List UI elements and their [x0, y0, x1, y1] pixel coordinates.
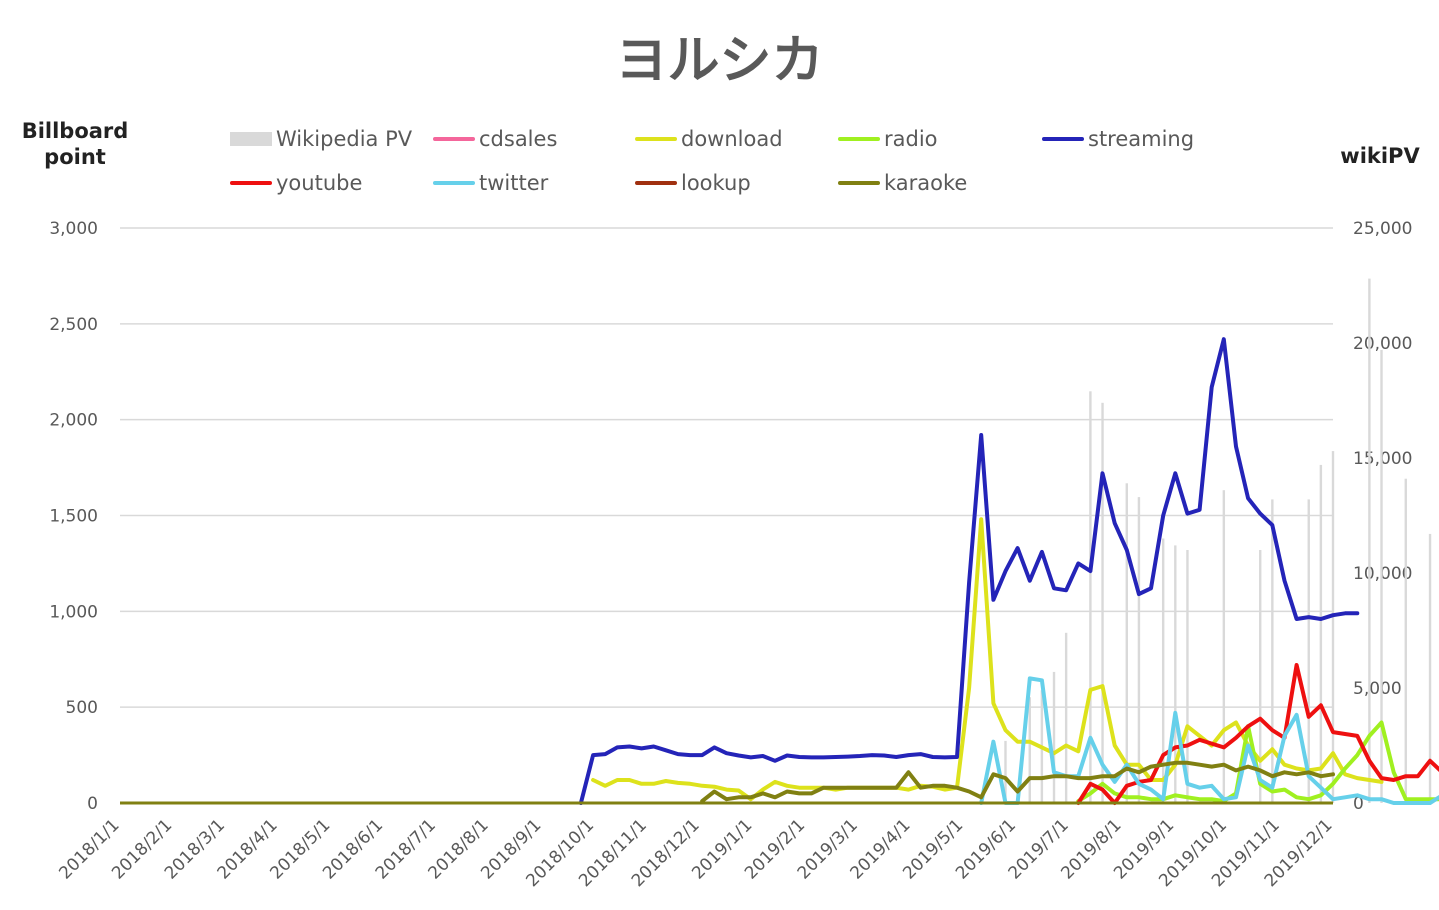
bar-wikipedia-pv	[1222, 490, 1226, 803]
bar-wikipedia-pv	[1161, 538, 1165, 803]
bar-wikipedia-pv	[1428, 533, 1432, 803]
series-line-download	[591, 517, 1384, 802]
legend-swatch	[838, 137, 880, 141]
bar-wikipedia-pv	[1137, 497, 1141, 803]
legend-label: lookup	[681, 171, 751, 195]
bar-wikipedia-pv	[1319, 464, 1323, 803]
y-right-tick-label: 20,000	[1353, 334, 1412, 354]
bar-wikipedia-pv	[1004, 740, 1007, 803]
legend-item-lookup: lookup	[635, 168, 751, 198]
bar-wikipedia-pv	[1174, 545, 1177, 803]
legend-item-cdsales: cdsales	[433, 124, 557, 154]
legend-item-wikipedia-pv: Wikipedia PV	[230, 124, 412, 154]
legend-item-youtube: youtube	[230, 168, 362, 198]
legend-label: Wikipedia PV	[276, 127, 413, 151]
y-left-tick-label: 2,500	[49, 315, 98, 335]
y-left-tick-label: 1,500	[49, 507, 98, 527]
legend-swatch	[635, 181, 677, 185]
legend-item-download: download	[635, 124, 783, 154]
y-axis-right-title: wikiPV	[1340, 144, 1420, 168]
y-left-tick-label: 2,000	[49, 411, 98, 431]
legend-swatch	[230, 181, 272, 185]
legend-label: karaoke	[884, 171, 968, 195]
y-right-tick-label: 25,000	[1353, 219, 1412, 239]
y-right-tick-label: 15,000	[1353, 449, 1412, 469]
bar-wikipedia-pv	[1404, 478, 1407, 803]
bar-wikipedia-pv	[1380, 349, 1383, 803]
legend: Wikipedia PV cdsales download radio streamin…	[230, 124, 1230, 214]
bar-wikipedia-pv	[1125, 483, 1128, 803]
legend-swatch	[635, 137, 677, 141]
bar-wikipedia-pv	[1101, 402, 1104, 803]
legend-item-twitter: twitter	[433, 168, 548, 198]
legend-swatch	[230, 132, 272, 146]
bar-wikipedia-pv	[1186, 550, 1189, 803]
legend-label: streaming	[1088, 127, 1195, 151]
series-line-streaming	[578, 337, 1360, 805]
legend-label: cdsales	[479, 127, 558, 151]
legend-swatch	[433, 181, 475, 185]
bar-wikipedia-pv	[1064, 632, 1068, 803]
bar-wikipedia-pv	[1089, 391, 1092, 803]
legend-label: download	[681, 127, 783, 151]
y-left-tick-label: 1,000	[49, 602, 98, 622]
bar-wikipedia-pv	[1259, 550, 1262, 803]
y-left-tick-label: 0	[87, 794, 98, 814]
y-right-tick-label: 5,000	[1353, 679, 1402, 699]
bar-wikipedia-pv	[1368, 278, 1371, 804]
legend-label: radio	[884, 127, 938, 151]
y-axis-left-title: Billboard point	[21, 119, 129, 169]
y-right-tick-label: 0	[1353, 794, 1364, 814]
legend-swatch	[1042, 137, 1084, 141]
legend-item-radio: radio	[838, 124, 938, 154]
bar-wikipedia-pv	[1028, 697, 1031, 803]
series-line-karaoke	[700, 760, 1335, 804]
chart-title: ヨルシカ	[615, 31, 824, 91]
legend-label: twitter	[479, 171, 549, 195]
legend-swatch	[433, 137, 475, 141]
bar-wikipedia-pv	[1331, 451, 1335, 803]
y-left-tick-label: 3,000	[49, 219, 98, 239]
y-left-tick-label: 500	[66, 698, 98, 718]
bar-wikipedia-pv	[1271, 499, 1274, 803]
legend-item-streaming: streaming	[1042, 124, 1194, 154]
bar-wikipedia-pv	[1052, 671, 1056, 803]
legend-swatch	[838, 181, 880, 185]
legend-item-karaoke: karaoke	[838, 168, 967, 198]
bar-wikipedia-pv	[1307, 499, 1310, 803]
legend-label: youtube	[276, 171, 363, 195]
y-right-tick-label: 10,000	[1353, 564, 1412, 584]
